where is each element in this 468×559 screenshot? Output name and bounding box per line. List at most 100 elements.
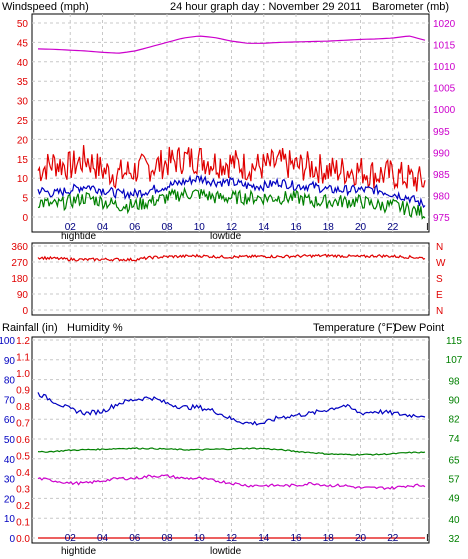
direction-degree-tick: 90: [17, 290, 29, 301]
wind-panel-hour-labels: 02 04 06 08 10 12 14 16 18 20 22: [65, 222, 399, 233]
hour-tick: 22: [387, 222, 399, 233]
humidity-tick: 0: [9, 534, 15, 545]
direction-compass-tick: W: [436, 258, 446, 269]
dewpoint-axis-title: Dew Point: [394, 322, 444, 334]
barometer-tick: 995: [433, 127, 450, 138]
rainfall-tick: 1.2: [16, 336, 30, 347]
humidity-tick: 100: [0, 336, 15, 347]
hightide-label-top: hightide: [61, 231, 96, 242]
hour-tick: 04: [97, 222, 109, 233]
lowtide-label-top: lowtide: [210, 231, 242, 242]
humidity-line: [37, 392, 426, 426]
humidity-axis-title: Humidity %: [67, 322, 123, 334]
windspeed-tick: 20: [17, 135, 29, 146]
hour-tick: 10: [194, 533, 206, 544]
hour-tick: 06: [129, 533, 141, 544]
direction-degree-labels: 0 90 180 270 360: [11, 242, 28, 317]
rainfall-tick: 0.2: [16, 501, 30, 512]
rainfall-tick: 0.8: [16, 402, 30, 413]
humidity-panel-end-marker: I: [426, 533, 429, 544]
windspeed-line: [37, 145, 426, 192]
rainfall-tick-labels: 0.0 0.1 0.2 0.3 0.4 0.5 0.6 0.7 0.8 0.9 1.0 1.1 1.2: [16, 336, 30, 545]
humidity-tick: 60: [4, 415, 16, 426]
hour-tick: 12: [226, 533, 238, 544]
wind-panel-series: [37, 35, 426, 220]
rainfall-tick: 0.6: [16, 435, 30, 446]
rainfall-tick: 1.0: [16, 369, 30, 380]
humidity-panel-grid: [32, 337, 429, 543]
chart-title: 24 hour graph day : November 29 2011: [170, 1, 361, 13]
humidity-tick: 90: [4, 356, 16, 367]
hour-tick: 14: [258, 533, 270, 544]
humidity-tick: 50: [4, 435, 16, 446]
humidity-panel-frame: [31, 336, 430, 544]
direction-compass-tick: S: [436, 274, 443, 285]
humidity-panel-series: [37, 392, 426, 539]
hour-tick: 12: [226, 222, 238, 233]
hour-tick: 02: [65, 222, 77, 233]
humidity-tick: 70: [4, 395, 16, 406]
hour-tick: 08: [161, 222, 173, 233]
windspeed-tick: 10: [17, 174, 29, 185]
rainfall-tick: 0.1: [16, 518, 30, 529]
wind-panel-end-marker: I: [426, 222, 429, 233]
direction-degree-tick: 0: [22, 306, 28, 317]
direction-panel-series: [37, 253, 426, 262]
windspeed-axis-title: Windspeed (mph): [2, 1, 89, 13]
temperature-tick: 98: [448, 377, 460, 388]
humidity-panel-hour-labels: 02 04 06 08 10 12 14 16 18 20 22: [65, 533, 399, 544]
temperature-tick: 107: [446, 355, 463, 366]
windspeed-tick: 50: [17, 19, 29, 30]
dewpoint-line: [37, 474, 426, 491]
windspeed-tick: 15: [17, 155, 29, 166]
barometer-tick: 1015: [433, 41, 456, 52]
humidity-tick: 30: [4, 475, 16, 486]
wind-panel-grid: [32, 14, 429, 232]
hour-tick: 10: [194, 222, 206, 233]
barometer-line: [37, 35, 426, 54]
windspeed-tick: 0: [22, 213, 28, 224]
temperature-tick: 32: [448, 534, 460, 545]
direction-compass-tick: N: [436, 306, 443, 317]
hour-tick: 18: [323, 533, 335, 544]
direction-compass-tick: N: [436, 242, 443, 253]
lowtide-label-bottom: lowtide: [210, 546, 242, 557]
direction-panel-grid: [32, 243, 429, 315]
rainfall-axis-title: Rainfall (in): [2, 322, 58, 334]
barometer-tick: 1000: [433, 105, 456, 116]
hightide-label-bottom: hightide: [61, 546, 96, 557]
rainfall-tick: 0.9: [16, 386, 30, 397]
hour-tick: 22: [387, 533, 399, 544]
rainfall-tick: 1.1: [16, 353, 30, 364]
temperature-line: [37, 447, 426, 456]
windspeed-tick: 5: [22, 194, 28, 205]
wind-panel-frame: [31, 13, 430, 233]
temperature-tick: 90: [448, 396, 460, 407]
hour-tick: 20: [355, 533, 367, 544]
hour-tick: 02: [65, 533, 77, 544]
windspeed-average-line: [37, 174, 426, 209]
direction-compass-tick: E: [436, 290, 443, 301]
windspeed-tick: 40: [17, 58, 29, 69]
barometer-tick: 1010: [433, 62, 456, 73]
humidity-tick: 40: [4, 455, 16, 466]
barometer-tick: 980: [433, 191, 450, 202]
barometer-axis-title: Barometer (mb): [372, 1, 449, 13]
hour-tick: 08: [161, 533, 173, 544]
direction-degree-tick: 360: [11, 242, 28, 253]
temperature-axis-title: Temperature (°F): [313, 322, 396, 334]
barometer-tick-labels: 975 980 985 990 995 1000 1005 1010 1015 1020: [433, 19, 456, 224]
windspeed-tick: 30: [17, 97, 29, 108]
windspeed-tick: 25: [17, 116, 29, 127]
windspeed-minimum-line: [37, 186, 426, 220]
rainfall-tick: 0.4: [16, 468, 30, 479]
windspeed-tick: 45: [17, 38, 29, 49]
hour-tick: 14: [258, 222, 270, 233]
temperature-tick: 115: [446, 336, 462, 347]
humidity-tick: 20: [4, 494, 16, 505]
windspeed-tick: 35: [17, 77, 29, 88]
windspeed-tick-labels: 0 5 10 15 20 25 30 35 40 45 50: [17, 19, 29, 224]
rainfall-tick: 0.0: [16, 534, 30, 545]
barometer-tick: 1005: [433, 84, 456, 95]
